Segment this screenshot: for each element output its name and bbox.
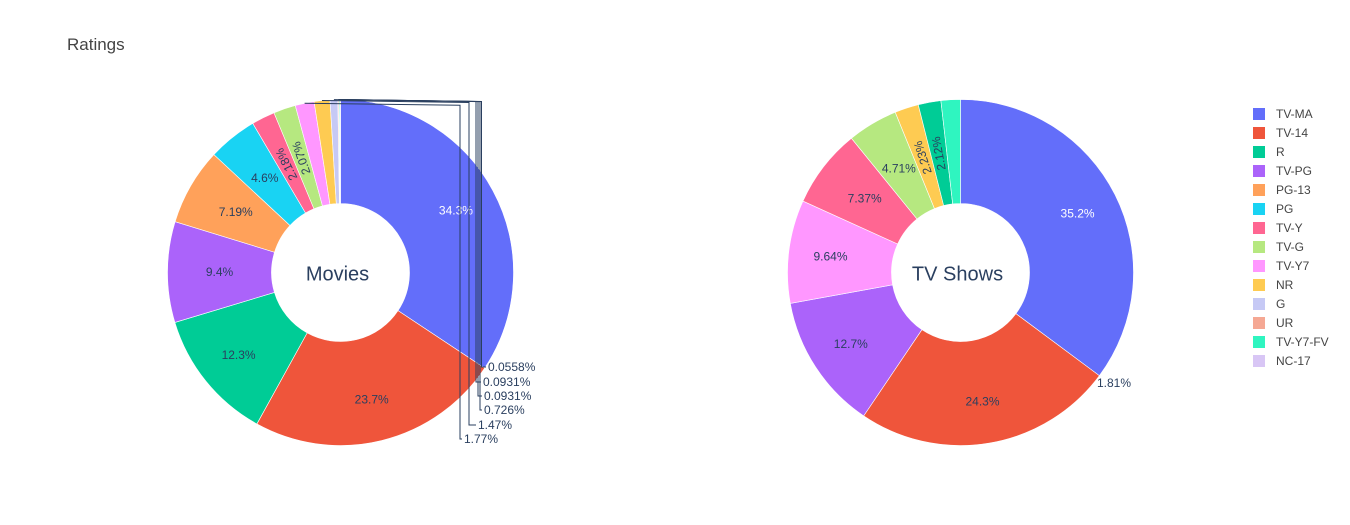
leader-line-movies-nc-17 xyxy=(340,99,486,368)
slice-label-movies-pg: 4.6% xyxy=(251,171,279,185)
legend-swatch-nc-17 xyxy=(1253,355,1265,367)
legend-item-tv-y7-fv[interactable]: TV-Y7-FV xyxy=(1253,335,1329,349)
slice-tv-shows-tv-pg xyxy=(789,284,923,417)
legend-item-tv-14[interactable]: TV-14 xyxy=(1253,126,1308,140)
legend-item-tv-g[interactable]: TV-G xyxy=(1253,240,1304,254)
slice-movies-tv-ma xyxy=(340,99,514,369)
slice-movies-tv-14 xyxy=(256,310,486,446)
slice-label-movies-tv-ma: 34.3% xyxy=(439,204,473,218)
hole-label-tv-shows: TV Shows xyxy=(912,264,1003,286)
slice-label-movies-r: 12.3% xyxy=(222,348,256,362)
legend-item-ur[interactable]: UR xyxy=(1253,316,1294,330)
legend-item-g[interactable]: G xyxy=(1253,297,1285,311)
legend-label-r: R xyxy=(1276,145,1285,159)
legend: TV-MA TV-14 R TV-PG PG-13 PG TV-Y TV-G TV-Y7 NR GU… xyxy=(1253,107,1329,368)
legend-swatch-r xyxy=(1253,146,1265,158)
legend-item-tv-y[interactable]: TV-Y xyxy=(1253,221,1303,235)
legend-swatch-tv-14 xyxy=(1253,127,1265,139)
legend-item-pg-13[interactable]: PG-13 xyxy=(1253,183,1311,197)
slice-label-tv-shows-tv-y7: 9.64% xyxy=(813,249,847,263)
slice-label-movies-nr: 1.47% xyxy=(478,418,512,432)
legend-item-nc-17[interactable]: NC-17 xyxy=(1253,354,1311,368)
slice-label-tv-shows-tv-pg: 12.7% xyxy=(834,337,868,351)
legend-item-nr[interactable]: NR xyxy=(1253,278,1294,292)
slice-tv-shows-tv-ma xyxy=(960,99,1134,377)
legend-item-pg[interactable]: PG xyxy=(1253,202,1293,216)
slice-label-movies-tv-14: 23.7% xyxy=(355,393,389,407)
legend-label-tv-14: TV-14 xyxy=(1276,126,1308,140)
legend-swatch-tv-y7 xyxy=(1253,260,1265,272)
slice-label-tv-shows-tv-14: 24.3% xyxy=(966,395,1000,409)
legend-label-pg: PG xyxy=(1276,202,1293,216)
legend-swatch-tv-y xyxy=(1253,222,1265,234)
slice-movies-nc-17 xyxy=(339,99,341,204)
legend-swatch-tv-pg xyxy=(1253,165,1265,177)
legend-item-r[interactable]: R xyxy=(1253,145,1285,159)
slice-label-movies-nc-17: 0.0558% xyxy=(488,360,536,374)
legend-swatch-g xyxy=(1253,298,1265,310)
slice-label-movies-pg-13: 7.19% xyxy=(219,205,253,219)
slice-label-movies-tv-y7: 1.77% xyxy=(464,432,498,446)
slice-tv-shows-tv-y7-fv xyxy=(940,99,961,205)
legend-item-tv-y7[interactable]: TV-Y7 xyxy=(1253,259,1310,273)
legend-swatch-tv-ma xyxy=(1253,108,1265,120)
slice-label-movies-tv-pg: 9.4% xyxy=(206,265,234,279)
slice-label-tv-shows-tv-y: 7.37% xyxy=(848,192,882,206)
legend-label-tv-pg: TV-PG xyxy=(1276,164,1312,178)
chart-title: Ratings xyxy=(67,35,125,54)
legend-swatch-nr xyxy=(1253,279,1265,291)
legend-label-tv-y: TV-Y xyxy=(1276,221,1303,235)
leader-line-movies-nr xyxy=(322,99,476,426)
slice-label-tv-shows-tv-ma: 35.2% xyxy=(1061,207,1095,221)
slice-label-tv-shows-tv-y7-fv: 1.81% xyxy=(1097,376,1131,390)
legend-label-pg-13: PG-13 xyxy=(1276,183,1311,197)
legend-swatch-pg xyxy=(1253,203,1265,215)
slice-label-tv-shows-tv-g: 4.71% xyxy=(882,161,916,175)
slice-label-movies-tv-y7-fv: 0.0931% xyxy=(484,389,532,403)
legend-label-tv-y7: TV-Y7 xyxy=(1276,259,1310,273)
pie-tv-shows: 35.2%24.3%12.7%9.64%7.37%4.71%2.23%2.12%… xyxy=(787,99,1134,446)
legend-label-tv-ma: TV-MA xyxy=(1276,107,1313,121)
slice-label-movies-g: 0.726% xyxy=(484,403,525,417)
legend-label-tv-y7-fv: TV-Y7-FV xyxy=(1276,335,1329,349)
legend-swatch-tv-g xyxy=(1253,241,1265,253)
legend-label-tv-g: TV-G xyxy=(1276,240,1304,254)
pie-movies: 34.3%23.7%12.3%9.4%7.19%4.6%2.18%2.07%1.… xyxy=(167,99,536,446)
legend-label-nc-17: NC-17 xyxy=(1276,354,1311,368)
legend-item-tv-pg[interactable]: TV-PG xyxy=(1253,164,1312,178)
legend-swatch-pg-13 xyxy=(1253,184,1265,196)
legend-label-ur: UR xyxy=(1276,316,1294,330)
hole-label-movies: Movies xyxy=(306,264,369,286)
slice-label-tv-shows-r: 2.12% xyxy=(929,135,949,171)
slice-label-movies-ur: 0.0931% xyxy=(483,375,531,389)
legend-label-g: G xyxy=(1276,297,1285,311)
legend-swatch-tv-y7-fv xyxy=(1253,336,1265,348)
pies-group: 34.3%23.7%12.3%9.4%7.19%4.6%2.18%2.07%1.… xyxy=(167,99,1134,446)
legend-swatch-ur xyxy=(1253,317,1265,329)
slice-movies-r xyxy=(174,292,308,425)
legend-item-tv-ma[interactable]: TV-MA xyxy=(1253,107,1313,121)
legend-label-nr: NR xyxy=(1276,278,1294,292)
slice-tv-shows-tv-14 xyxy=(863,313,1100,446)
leader-line-movies-tv-y7 xyxy=(304,102,462,440)
